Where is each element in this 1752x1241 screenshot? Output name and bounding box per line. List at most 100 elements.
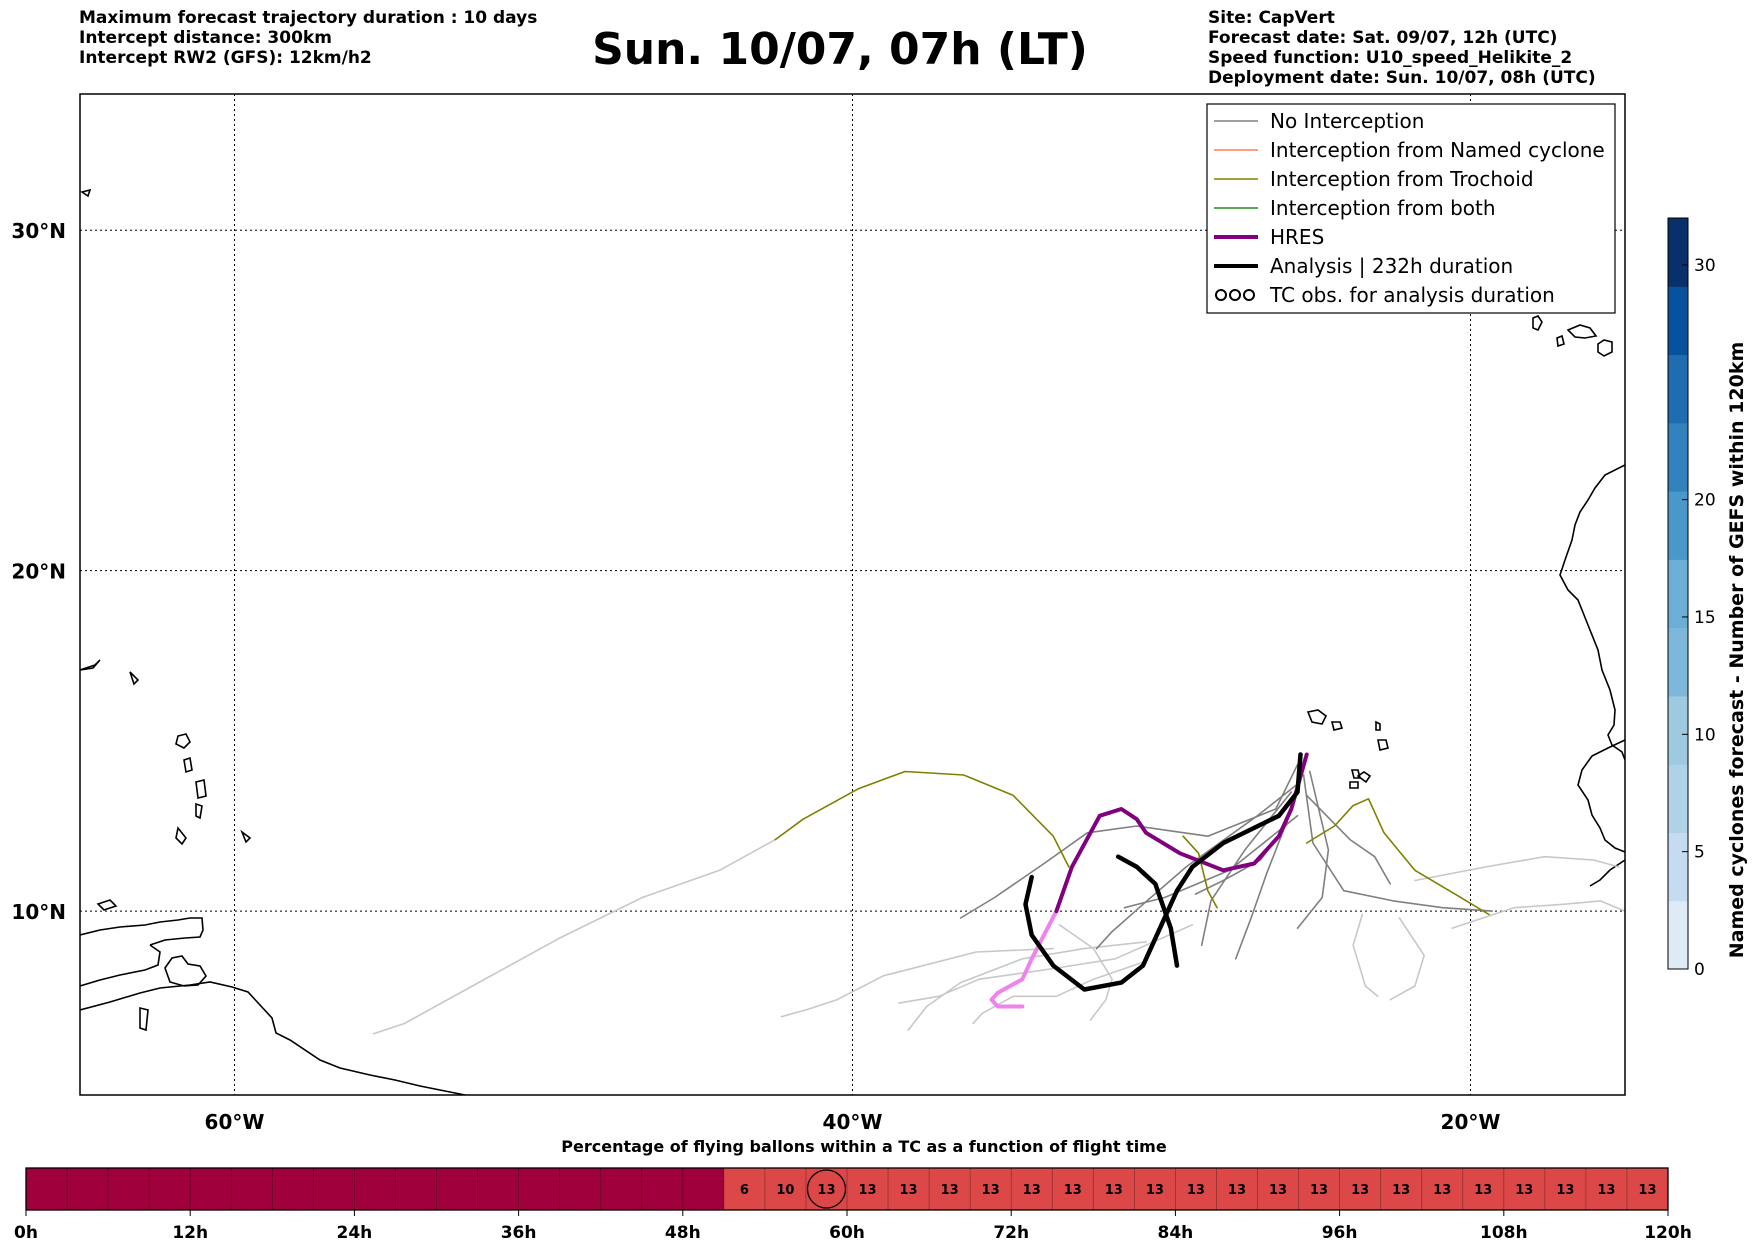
timeline-value-label: 13 [1228, 1183, 1246, 1198]
timeline-segment [1421, 1168, 1464, 1210]
coast-cv-4 [1377, 739, 1389, 751]
tc-obs-icon [1215, 289, 1227, 301]
timeline-tick-label: 24h [337, 1223, 373, 1241]
coast-senegal [1577, 739, 1625, 853]
timeline-tick-label: 96h [1322, 1223, 1358, 1241]
timeline-segment [1544, 1168, 1587, 1210]
colorbar-segment [1668, 627, 1688, 697]
timeline-segment [395, 1168, 437, 1210]
timeline-segment [970, 1168, 1012, 1210]
timeline-segment [436, 1168, 479, 1210]
timeline-segment [847, 1168, 889, 1210]
trajectory-ensemble-light [1352, 913, 1379, 998]
trajectory-no-interception [1305, 794, 1391, 885]
colorbar: 0 5 10 15 20 30 [1667, 217, 1716, 980]
coastlines [80, 188, 1625, 1095]
timeline-segment [1339, 1168, 1382, 1210]
timeline-segment [1011, 1168, 1053, 1210]
timeline-segment [1216, 1168, 1258, 1210]
timeline-segment [1380, 1168, 1423, 1210]
trajectory-ensemble-light [1389, 917, 1425, 1001]
timeline-segment [1298, 1168, 1341, 1210]
timeline-value-label: 13 [1146, 1183, 1164, 1198]
timeline-value-label: 13 [1023, 1183, 1041, 1198]
coast-cv-1 [1306, 709, 1328, 725]
colorbar-segment [1668, 832, 1688, 902]
legend-items: No Interception Interception from Named c… [1214, 109, 1605, 307]
coast-canaries-1 [1566, 324, 1598, 339]
trajectory-no-interception [1302, 774, 1493, 912]
timeline-segment [26, 1168, 68, 1210]
coast-cv-6 [1356, 771, 1372, 784]
tc-obs-icon [1243, 289, 1255, 301]
timeline-title: Percentage of flying ballons within a TC… [561, 1137, 1167, 1156]
tc-obs-icon [1229, 289, 1241, 301]
trajectory-no-interception [1095, 781, 1302, 950]
timeline-segment [723, 1168, 766, 1210]
timeline-value-label: 13 [1597, 1183, 1615, 1198]
timeline-segment [354, 1168, 396, 1210]
page-title: Sun. 10/07, 07h (LT) [592, 24, 1088, 75]
coast-bay [80, 944, 161, 987]
timeline-value-label: 13 [982, 1183, 1000, 1198]
timeline-segment [764, 1168, 807, 1210]
trajectory-ensemble-light [372, 838, 777, 1035]
colorbar-segment [1668, 422, 1688, 492]
timeline-tick-label: 120h [1644, 1223, 1692, 1241]
colorbar-segment [1668, 695, 1688, 765]
colorbar-segment [1668, 218, 1688, 287]
colorbar-segment [1668, 559, 1688, 629]
colorbar-tick-label: 30 [1694, 256, 1716, 276]
timeline-tick-label: 84h [1158, 1223, 1194, 1241]
timeline-segment [682, 1168, 725, 1210]
legend-label: Interception from both [1270, 196, 1496, 220]
coast-antilles-5 [195, 779, 207, 799]
coast-antilles-8 [96, 899, 118, 911]
trajectory-hres-light [989, 909, 1059, 1009]
timeline-segment [888, 1168, 930, 1210]
trajectory-ensemble-light [1451, 900, 1625, 929]
timeline-value-label: 13 [1433, 1183, 1451, 1198]
timeline-value-label: 13 [1556, 1183, 1574, 1198]
timeline-tick-label: 12h [172, 1223, 208, 1241]
map-frame [79, 93, 1626, 1096]
y-tick-label: 20°N [11, 560, 66, 584]
site-text: Site: CapVert [1208, 8, 1335, 28]
timeline-tick-label: 48h [665, 1223, 701, 1241]
timeline-segment [1257, 1168, 1300, 1210]
trajectory-no-interception [1123, 815, 1299, 909]
timeline-segment [231, 1168, 273, 1210]
header-right: Site: CapVert Forecast date: Sat. 09/07,… [1208, 8, 1596, 88]
colorbar-tick-label: 10 [1694, 725, 1716, 745]
timeline-bar: 6 10 13 13 13 13 13 13 13 13 13 13 13 13 13 13 13 13 13 13 1… [14, 1167, 1692, 1241]
timeline-value-label: 13 [1638, 1183, 1656, 1198]
coast-canaries-2 [1597, 339, 1613, 357]
timeline-marker-circle [806, 1169, 847, 1209]
timeline-segment [67, 1168, 109, 1210]
timeline-value-label: 13 [1064, 1183, 1082, 1198]
timeline-value-label: 13 [941, 1183, 959, 1198]
timeline-segment [1503, 1168, 1546, 1210]
intercept-rw2-text: Intercept RW2 (GFS): 12km/h2 [79, 48, 372, 68]
colorbar-segment [1668, 900, 1688, 970]
legend-label: No Interception [1270, 109, 1424, 133]
trajectory-trochoid [774, 770, 1070, 868]
coast-canaries-3 [1532, 315, 1543, 332]
intercept-distance-text: Intercept distance: 300km [79, 28, 332, 48]
coast-cv-7 [1350, 769, 1362, 779]
x-tick-label: 40°W [823, 1110, 883, 1134]
trajectory-trochoid [1182, 835, 1218, 909]
timeline-segment [1134, 1168, 1176, 1210]
y-tick-label: 30°N [11, 219, 66, 243]
timeline-value-label: 13 [1105, 1183, 1123, 1198]
colorbar-label: Named cyclones forecast - Number of GEFS… [1726, 342, 1748, 959]
timeline-value-label: 13 [1474, 1183, 1492, 1198]
timeline-segment [641, 1168, 684, 1210]
colorbar-segment [1668, 286, 1688, 356]
timeline-value-label: 13 [1310, 1183, 1328, 1198]
timeline-segment [600, 1168, 643, 1210]
timeline-segment [149, 1168, 191, 1210]
trajectory-ensemble-light [780, 947, 1055, 1018]
coast-antilles-2 [129, 671, 140, 686]
